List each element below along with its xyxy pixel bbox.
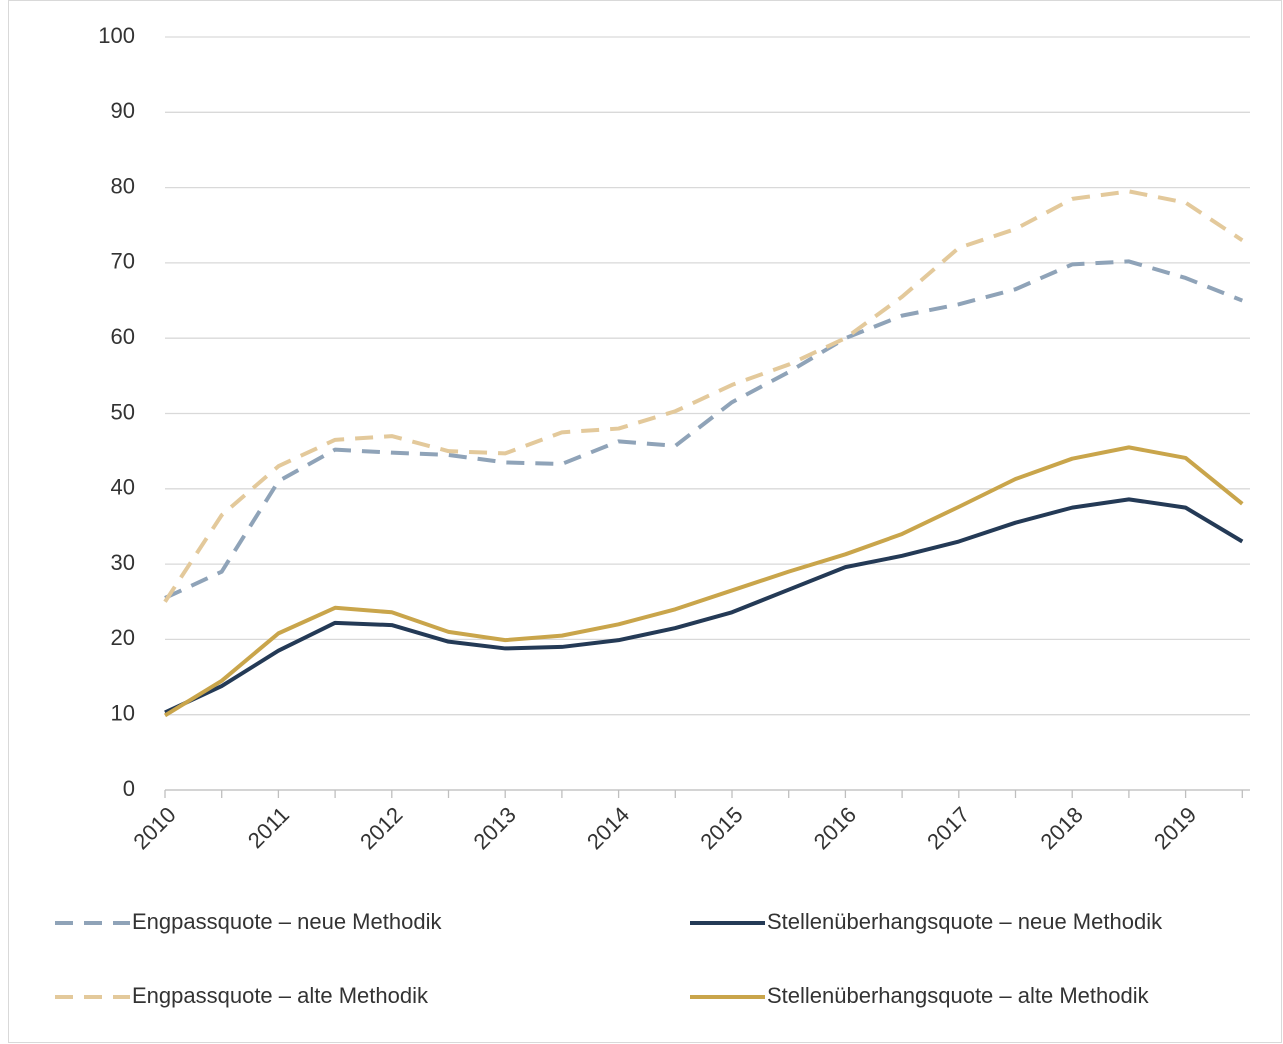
chart-frame <box>8 0 1282 1043</box>
y-tick-label: 60 <box>111 324 135 349</box>
y-tick-label: 40 <box>111 475 135 500</box>
y-tick-label: 50 <box>111 399 135 424</box>
y-tick-label: 0 <box>123 776 135 801</box>
y-tick-label: 30 <box>111 550 135 575</box>
legend-label: Engpassquote – alte Methodik <box>132 983 429 1008</box>
y-tick-label: 100 <box>98 23 135 48</box>
legend-label: Stellenüberhangsquote – neue Methodik <box>767 909 1163 934</box>
y-tick-label: 70 <box>111 249 135 274</box>
y-tick-label: 10 <box>111 701 135 726</box>
series-line <box>163 445 1244 718</box>
series-line <box>164 497 1244 715</box>
legend-label: Engpassquote – neue Methodik <box>132 909 442 934</box>
legend-label: Stellenüberhangsquote – alte Methodik <box>767 983 1150 1008</box>
y-tick-label: 90 <box>111 98 135 123</box>
series-line <box>163 189 1244 603</box>
y-tick-label: 20 <box>111 625 135 650</box>
y-tick-label: 80 <box>111 173 135 198</box>
series-line <box>164 259 1244 600</box>
